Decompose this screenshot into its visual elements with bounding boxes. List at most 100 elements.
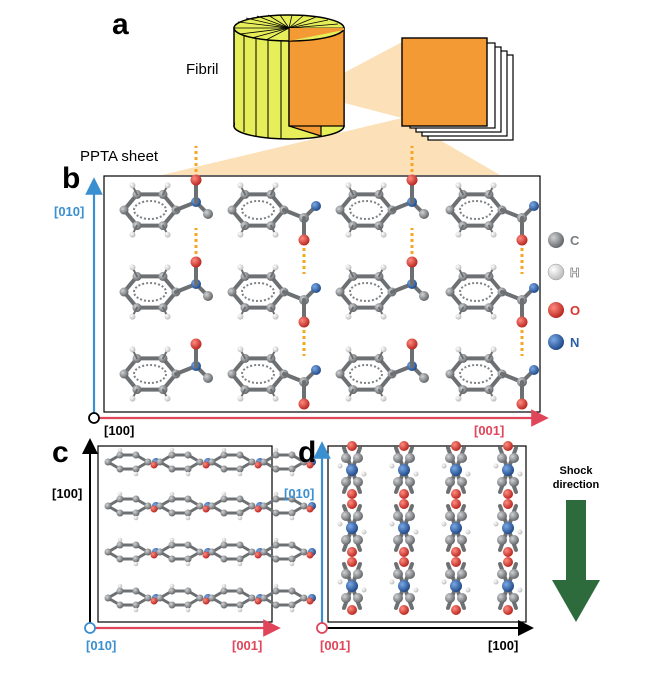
atom-N xyxy=(398,464,410,476)
atom-O xyxy=(150,461,158,469)
atom-H xyxy=(185,561,191,567)
atom-C xyxy=(220,465,228,473)
atom-H xyxy=(465,471,471,477)
atom-C xyxy=(132,587,140,595)
atom-C xyxy=(288,509,296,517)
atom-H xyxy=(337,463,343,469)
atom-C xyxy=(184,587,192,595)
atom-H xyxy=(389,579,395,585)
atom-C xyxy=(236,451,244,459)
atom-O xyxy=(254,461,262,469)
panel-b-frame xyxy=(103,175,541,413)
atom-O xyxy=(503,499,513,509)
atom-O xyxy=(347,557,357,567)
atom-C xyxy=(419,291,429,301)
atom-H xyxy=(237,607,243,613)
atom-C xyxy=(445,511,455,521)
atom-H xyxy=(337,521,343,527)
atom-C xyxy=(184,495,192,503)
atom-H xyxy=(490,346,497,353)
atom-C xyxy=(405,569,415,579)
atom-O xyxy=(516,234,528,246)
atom-H xyxy=(441,463,447,469)
atom-C xyxy=(156,502,164,510)
atom-O xyxy=(306,461,314,469)
atom-C xyxy=(196,502,204,510)
atom-C xyxy=(236,495,244,503)
atom-C xyxy=(353,511,363,521)
atom-H xyxy=(221,447,227,453)
atom-C xyxy=(236,465,244,473)
atom-C xyxy=(220,451,228,459)
atom-C xyxy=(497,593,507,603)
atom-C xyxy=(203,291,213,301)
atom-O xyxy=(298,316,310,328)
atom-C xyxy=(509,453,519,463)
atom-O xyxy=(399,441,409,451)
atom-C xyxy=(184,555,192,563)
atom-O xyxy=(516,316,528,328)
atom-H xyxy=(517,529,523,535)
atom-C xyxy=(220,509,228,517)
atom-H xyxy=(389,521,395,527)
atom-C xyxy=(132,541,140,549)
atom-C xyxy=(116,555,124,563)
atom-H xyxy=(169,447,175,453)
atom-H xyxy=(380,395,387,402)
atom-O xyxy=(503,441,513,451)
atom-C xyxy=(236,541,244,549)
atom-O xyxy=(503,605,513,615)
atom-H xyxy=(273,447,279,453)
atom-C xyxy=(445,477,455,487)
atom-N xyxy=(346,580,358,592)
atom-H xyxy=(164,264,171,271)
atom-C xyxy=(104,458,112,466)
axis-c-vertical-label: [100] xyxy=(52,486,82,501)
atom-H xyxy=(289,471,295,477)
atom-H xyxy=(237,561,243,567)
aromatic-ring xyxy=(349,282,383,302)
atom-H xyxy=(133,561,139,567)
atom-H xyxy=(273,491,279,497)
atom-C xyxy=(509,511,519,521)
atom-C xyxy=(236,555,244,563)
atom-O xyxy=(202,551,210,559)
atom-C xyxy=(208,458,216,466)
atom-C xyxy=(116,495,124,503)
atom-C xyxy=(445,535,455,545)
atom-C xyxy=(184,509,192,517)
atom-O xyxy=(451,605,461,615)
atom-C xyxy=(116,587,124,595)
atom-C xyxy=(184,541,192,549)
atom-O xyxy=(190,338,202,350)
ppta-sheet-stack xyxy=(401,37,514,141)
atom-C xyxy=(445,569,455,579)
legend-carbon-ball xyxy=(548,232,564,248)
atom-H xyxy=(380,313,387,320)
atom-H xyxy=(237,313,244,320)
atom-O xyxy=(202,505,210,513)
fibril-cylinder xyxy=(233,14,345,140)
atom-C xyxy=(393,477,403,487)
atom-N xyxy=(502,522,514,534)
atom-H xyxy=(133,471,139,477)
atom-C xyxy=(203,373,213,383)
atom-H xyxy=(117,491,123,497)
aromatic-ring xyxy=(133,282,167,302)
atom-C xyxy=(509,535,519,545)
atom-C xyxy=(104,594,112,602)
atom-C xyxy=(445,593,455,603)
panel-b-letter: b xyxy=(62,162,80,195)
atom-C xyxy=(341,569,351,579)
atom-C xyxy=(272,555,280,563)
atom-C xyxy=(196,594,204,602)
atom-H xyxy=(272,395,279,402)
atom-N xyxy=(450,580,462,592)
atom-C xyxy=(132,601,140,609)
atom-O xyxy=(254,597,262,605)
atom-C xyxy=(457,593,467,603)
atom-C xyxy=(132,451,140,459)
atom-H xyxy=(272,231,279,238)
atom-H xyxy=(517,471,523,477)
atom-C xyxy=(405,477,415,487)
